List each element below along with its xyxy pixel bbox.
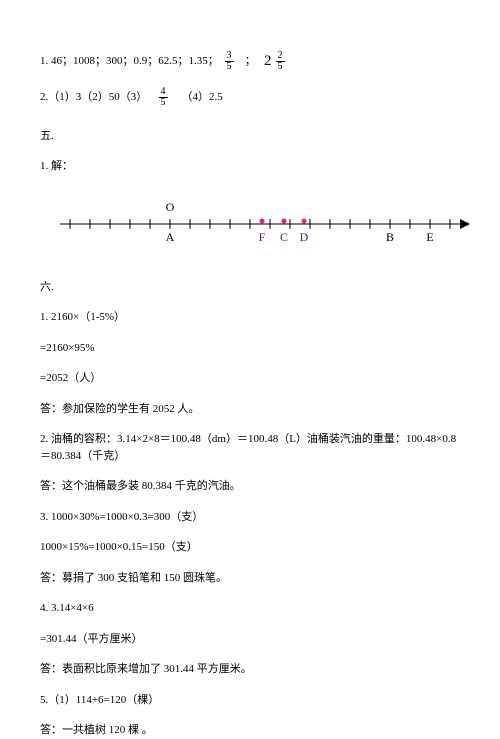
p2-frac: 4 5 — [159, 87, 168, 108]
section-6-line: 4. 3.14×4×6 — [40, 600, 460, 617]
section-6-line: 3. 1000×30%=1000×0.3=300（支） — [40, 509, 460, 526]
p1-prefix: 1. 46；1008；300；0.9；62.5；1.35； — [40, 55, 219, 67]
answer-line-2: 2.（1）3（2）50（3） 4 5 （4）2.5 — [40, 87, 460, 108]
section-6-line: =2160×95% — [40, 340, 460, 357]
svg-text:B: B — [386, 230, 394, 244]
section-6-line: 5.（1）114+6=120（棵） — [40, 692, 460, 709]
section-6-header: 六. — [40, 279, 460, 296]
svg-text:O: O — [166, 200, 175, 214]
section-6-line: 答：这个油桶最多装 80.384 千克的汽油。 — [40, 478, 460, 495]
p1-frac1: 3 5 — [225, 51, 234, 72]
p2-prefix: 2.（1）3（2）50（3） — [40, 91, 147, 103]
section-6-line: =301.44（平方厘米） — [40, 631, 460, 648]
svg-text:E: E — [426, 230, 433, 244]
section-5-header: 五. — [40, 128, 460, 145]
section-6-line: 答：表面积比原来增加了 301.44 平方厘米。 — [40, 661, 460, 678]
section-6-line: 2. 油桶的容积：3.14×2×8＝100.48（dm）＝100.48（L）油桶… — [40, 431, 460, 464]
svg-text:D: D — [300, 230, 309, 244]
p1-sep: ； — [245, 55, 256, 67]
section-6-line: 答：一共植树 120 棵 。 — [40, 722, 460, 739]
section-6-line: 答：参加保险的学生有 2052 人。 — [40, 401, 460, 418]
section-6-line: 答：募捐了 300 支铅笔和 150 圆珠笔。 — [40, 570, 460, 587]
section-6-line: 1000×15%=1000×0.15=150（支） — [40, 539, 460, 556]
section-6-body: 1. 2160×（1-5%） =2160×95% =2052（人） 答：参加保险的学生… — [40, 309, 460, 739]
svg-text:F: F — [259, 230, 266, 244]
p1-mixed: 2 2 5 — [264, 50, 288, 73]
answer-line-1: 1. 46；1008；300；0.9；62.5；1.35； 3 5 ； 2 2 … — [40, 50, 460, 73]
number-line-diagram: O A B E FCD — [40, 189, 480, 259]
svg-text:C: C — [280, 230, 288, 244]
p2-suffix: （4）2.5 — [182, 91, 223, 103]
section-6-line: =2052（人） — [40, 370, 460, 387]
q5-1: 1. 解： — [40, 158, 460, 175]
section-6-line: 1. 2160×（1-5%） — [40, 309, 460, 326]
svg-text:A: A — [166, 230, 175, 244]
